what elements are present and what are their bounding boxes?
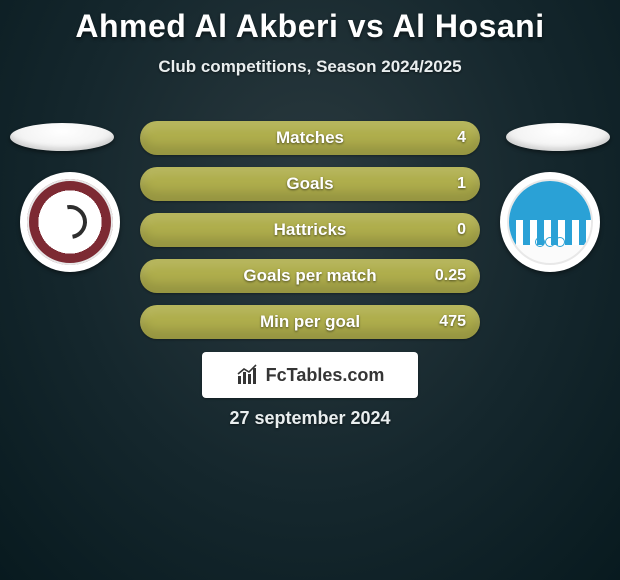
stat-value-right: 1 [457,167,466,201]
page-title: Ahmed Al Akberi vs Al Hosani [0,0,620,45]
player-marker-right [506,123,610,151]
stat-row-matches: Matches 4 [140,121,480,155]
stat-label: Hattricks [140,213,480,247]
stats-list: Matches 4 Goals 1 Hattricks 0 Goals per … [140,121,480,351]
stat-label: Goals per match [140,259,480,293]
stat-value-right: 475 [439,305,466,339]
stat-value-right: 0 [457,213,466,247]
club-badge-left [20,172,120,272]
stat-value-right: 0.25 [435,259,466,293]
stat-label: Goals [140,167,480,201]
stat-label: Min per goal [140,305,480,339]
brand-main: Tables [287,365,343,385]
brand-prefix: Fc [266,365,287,385]
brand-box: FcTables.com [202,352,418,398]
date-text: 27 september 2024 [0,408,620,429]
brand-chart-icon [236,364,260,386]
brand-text: FcTables.com [266,365,385,386]
player-marker-left [10,123,114,151]
stat-row-min-per-goal: Min per goal 475 [140,305,480,339]
subtitle: Club competitions, Season 2024/2025 [0,57,620,77]
brand-suffix: .com [342,365,384,385]
stat-label: Matches [140,121,480,155]
stat-row-goals: Goals 1 [140,167,480,201]
crest-left-icon [27,179,113,265]
stat-value-right: 4 [457,121,466,155]
club-badge-right [500,172,600,272]
crest-right-icon [507,179,593,265]
stat-row-goals-per-match: Goals per match 0.25 [140,259,480,293]
stat-row-hattricks: Hattricks 0 [140,213,480,247]
comparison-card: Ahmed Al Akberi vs Al Hosani Club compet… [0,0,620,580]
